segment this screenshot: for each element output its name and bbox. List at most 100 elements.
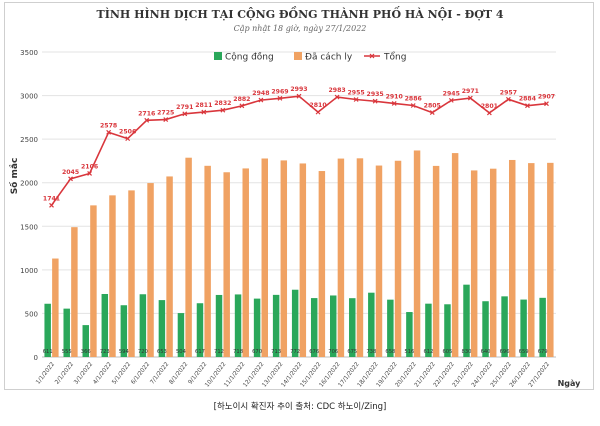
total-point (429, 110, 435, 115)
bar-community (101, 293, 109, 357)
total-point-marker (353, 97, 359, 102)
bar-isolated (509, 159, 516, 357)
bar-isolated (204, 165, 211, 357)
y-tick-label: 500 (25, 310, 38, 318)
total-point-marker (144, 117, 150, 123)
total-point (525, 103, 530, 109)
chart-title: TÌNH HÌNH DỊCH TẠI CỘNG ĐỒNG THÀNH PHỐ H… (96, 8, 504, 21)
community-value-label: 670 (252, 349, 262, 355)
total-point-marker (505, 96, 511, 102)
bar-community (272, 294, 280, 357)
total-point (258, 97, 264, 103)
total-point (182, 111, 188, 117)
total-point (201, 109, 207, 115)
total-point (49, 202, 54, 208)
total-point-marker (201, 109, 207, 115)
combo-chart: 0 500 1000 1500 2000 2500 3000 3500 611 555 366 72… (9, 49, 582, 389)
bar-community (406, 312, 413, 357)
total-point (239, 103, 245, 109)
total-point-marker (182, 111, 188, 117)
total-value-label: 2791 (176, 104, 193, 111)
bar-community (330, 295, 337, 357)
community-value-label: 706 (328, 349, 338, 355)
bar-isolated (109, 195, 116, 357)
total-point-marker (448, 97, 454, 103)
community-value-label: 679 (538, 349, 548, 355)
community-value-label: 830 (462, 349, 472, 355)
total-point-marker (372, 98, 378, 104)
total-value-label: 2993 (290, 86, 307, 93)
community-value-label: 718 (233, 349, 243, 355)
total-value-label: 2811 (195, 102, 212, 109)
total-point-marker (106, 129, 112, 135)
total-value-label: 2969 (271, 88, 288, 95)
total-value-label: 2945 (443, 90, 460, 97)
bar-isolated (394, 160, 402, 357)
total-value-label: 2886 (405, 96, 422, 103)
legend-label: Cộng đồng (225, 52, 274, 63)
bar-isolated (432, 165, 440, 357)
legend-swatch (214, 52, 222, 60)
total-point-marker (391, 100, 397, 106)
total-point (505, 96, 511, 102)
community-value-label: 723 (100, 349, 110, 355)
bar-isolated (166, 176, 173, 357)
bar-community (310, 298, 318, 357)
bar-isolated (528, 163, 535, 357)
total-point-marker (163, 117, 169, 122)
total-value-label: 2805 (424, 103, 441, 110)
y-tick-label: 2000 (20, 180, 38, 188)
total-value-label: 2882 (233, 96, 250, 103)
bar-community (196, 303, 204, 357)
legend: Cộng đồng Đã cách ly Tổng (214, 52, 406, 63)
community-value-label: 366 (81, 349, 91, 355)
community-value-label: 594 (119, 349, 130, 355)
bar-community (463, 284, 470, 357)
bar-isolated (280, 160, 288, 357)
total-value-label: 2957 (500, 89, 517, 96)
y-tick-label: 1500 (20, 223, 38, 231)
total-value-label: 2578 (100, 122, 117, 129)
x-axis-ticks: 1/1/20222/1/20223/1/20224/1/20225/1/2022… (35, 361, 551, 388)
community-value-label: 617 (195, 349, 205, 355)
bar-isolated (261, 158, 268, 357)
bar-community (234, 294, 242, 357)
bar-isolated (90, 205, 97, 357)
y-tick-label: 3500 (20, 49, 38, 57)
total-point (87, 171, 93, 176)
community-value-label: 738 (366, 349, 376, 355)
community-value-label: 611 (43, 349, 53, 355)
total-value-label: 2045 (62, 169, 79, 176)
y-tick-label: 0 (34, 354, 38, 362)
grid-lines (42, 51, 556, 358)
bar-community (158, 300, 166, 357)
total-point-marker (258, 97, 264, 103)
community-value-label: 658 (385, 349, 395, 355)
legend-label: Đã cách ly (305, 53, 353, 63)
x-axis-label: Ngày (558, 379, 582, 388)
chart-subtitle: Cập nhật 18 giờ, ngày 27/1/2022 (233, 24, 367, 33)
total-value-label: 2935 (367, 91, 384, 98)
total-value-label: 2948 (252, 90, 269, 97)
bar-community (444, 304, 451, 357)
total-point-marker (334, 94, 340, 100)
community-value-label: 516 (404, 349, 414, 355)
total-point-marker (239, 103, 245, 109)
total-point-marker (315, 109, 321, 115)
bar-isolated (71, 227, 78, 357)
total-point-marker (525, 103, 530, 109)
total-point (315, 109, 321, 115)
y-tick-label: 3000 (20, 93, 38, 101)
bar-community (520, 299, 527, 357)
bar-isolated (299, 163, 307, 357)
community-value-label: 605 (443, 349, 453, 355)
community-value-label: 653 (157, 349, 167, 355)
total-point (163, 117, 169, 122)
bar-community (82, 325, 89, 357)
total-value-label: 2801 (481, 103, 498, 110)
legend-label: Tổng (383, 52, 406, 63)
total-point (144, 117, 150, 123)
total-point (125, 136, 131, 142)
bar-community (139, 294, 147, 357)
